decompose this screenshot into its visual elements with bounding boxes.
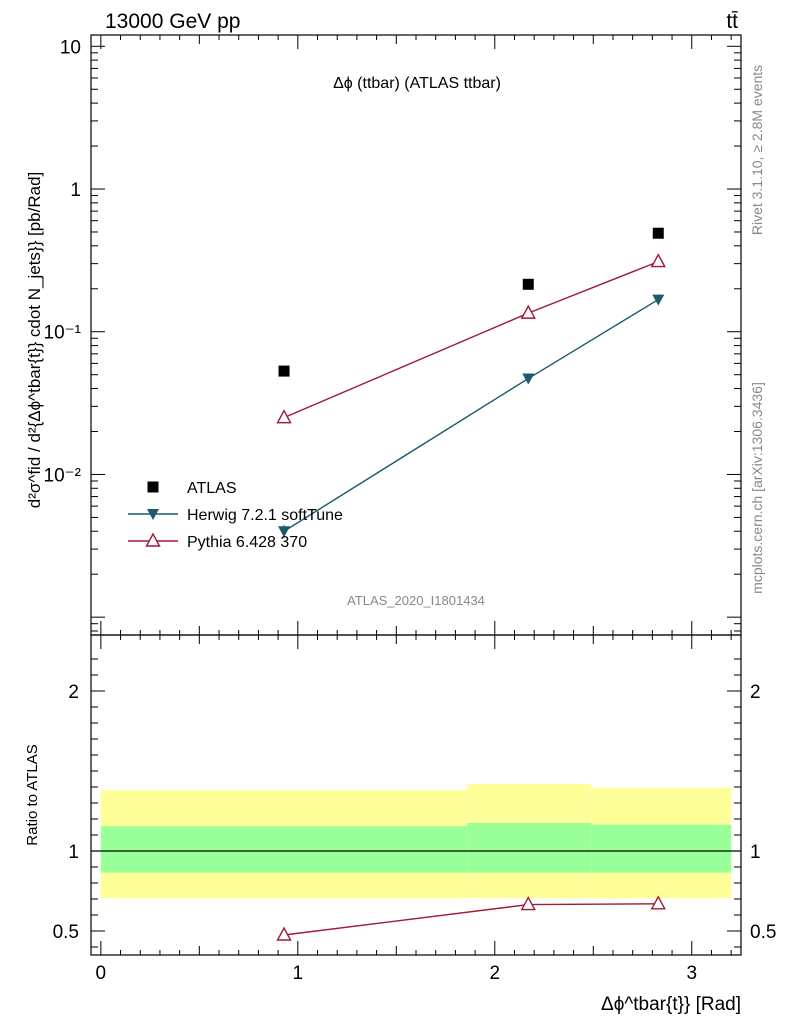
ratio-data-marks	[276, 895, 666, 941]
ratio-data-point	[520, 896, 536, 911]
ratio-y-tick-label: 2	[68, 682, 79, 703]
x-tick-label: 0	[96, 963, 107, 984]
data-point	[522, 278, 534, 290]
data-point	[650, 253, 666, 268]
main-panel: 10 1 10⁻¹ 10⁻² Δϕ (ttbar) (ATLAS ttbar) ATL…	[25, 34, 742, 636]
ratio-panel: 0.5 0.5 1 1 2 2 0 1 2 3 Ratio to ATLAS Δϕ^tbar{t}…	[24, 634, 776, 1015]
main-data-marks	[276, 227, 666, 538]
stat-uncertainty-band	[100, 826, 468, 873]
x-tick-label: 2	[489, 963, 500, 984]
ratio-y-axis-label: Ratio to ATLAS	[24, 744, 41, 845]
data-point	[652, 294, 665, 306]
ratio-y-tick-label-right: 1	[750, 842, 761, 863]
legend: ATLAS Herwig 7.2.1 softTune Pythia 6.428 3…	[128, 480, 343, 551]
main-y-tick-label: 10	[60, 37, 81, 58]
series-line	[283, 298, 659, 532]
data-point	[522, 373, 535, 385]
ratio-y-tick-label: 1	[68, 842, 79, 863]
ratio-uncertainty-bands	[91, 783, 741, 899]
main-y-tick-label: 10⁻¹	[44, 323, 82, 344]
mcplots-label: mcplots.cern.ch [arXiv:1306.3436]	[749, 382, 765, 594]
header-energy: 13000 GeV pp	[105, 10, 240, 33]
main-y-axis-ticks: 10 1 10⁻¹ 10⁻²	[44, 35, 741, 635]
legend-entry-label: Herwig 7.2.1 softTune	[187, 507, 343, 524]
data-point	[652, 227, 664, 239]
x-tick-label: 1	[293, 963, 304, 984]
rivet-version-label: Rivet 3.1.10, ≥ 2.8M events	[749, 65, 765, 235]
legend-entry-label: ATLAS	[187, 480, 237, 497]
ratio-data-point	[276, 926, 292, 941]
ratio-y-tick-label: 0.5	[53, 922, 79, 943]
legend-entry-label: Pythia 6.428 370	[187, 534, 307, 551]
data-point	[278, 365, 290, 377]
legend-marker	[147, 509, 159, 520]
x-axis-label: Δϕ^tbar{t}} [Rad]	[601, 994, 741, 1015]
data-point	[520, 304, 536, 319]
data-point	[276, 409, 292, 424]
stat-uncertainty-band	[591, 824, 732, 873]
main-y-tick-label: 10⁻²	[44, 465, 82, 486]
main-y-axis-label: d²σ^fid / d²{Δϕ^tbar{t}} cdot N_jets}} […	[25, 172, 44, 509]
ratio-data-point	[650, 895, 666, 910]
header-process: tt̄	[726, 10, 738, 33]
legend-marker	[145, 532, 161, 547]
analysis-watermark: ATLAS_2020_I1801434	[347, 593, 485, 608]
ratio-panel-frame	[90, 634, 742, 956]
data-point	[278, 526, 291, 538]
stat-uncertainty-band	[467, 823, 592, 873]
ratio-y-tick-label-right: 2	[750, 682, 761, 703]
series-line	[283, 260, 659, 419]
ratio-y-tick-label-right: 0.5	[750, 922, 776, 943]
ratio-axis-ticks: 0.5 0.5 1 1 2 2 0 1 2 3	[53, 635, 776, 984]
ratio-series-line	[283, 903, 659, 936]
main-panel-title: Δϕ (ttbar) (ATLAS ttbar)	[333, 75, 501, 92]
main-y-tick-label: 1	[70, 180, 81, 201]
legend-marker	[147, 481, 159, 493]
x-tick-label: 3	[686, 963, 697, 984]
